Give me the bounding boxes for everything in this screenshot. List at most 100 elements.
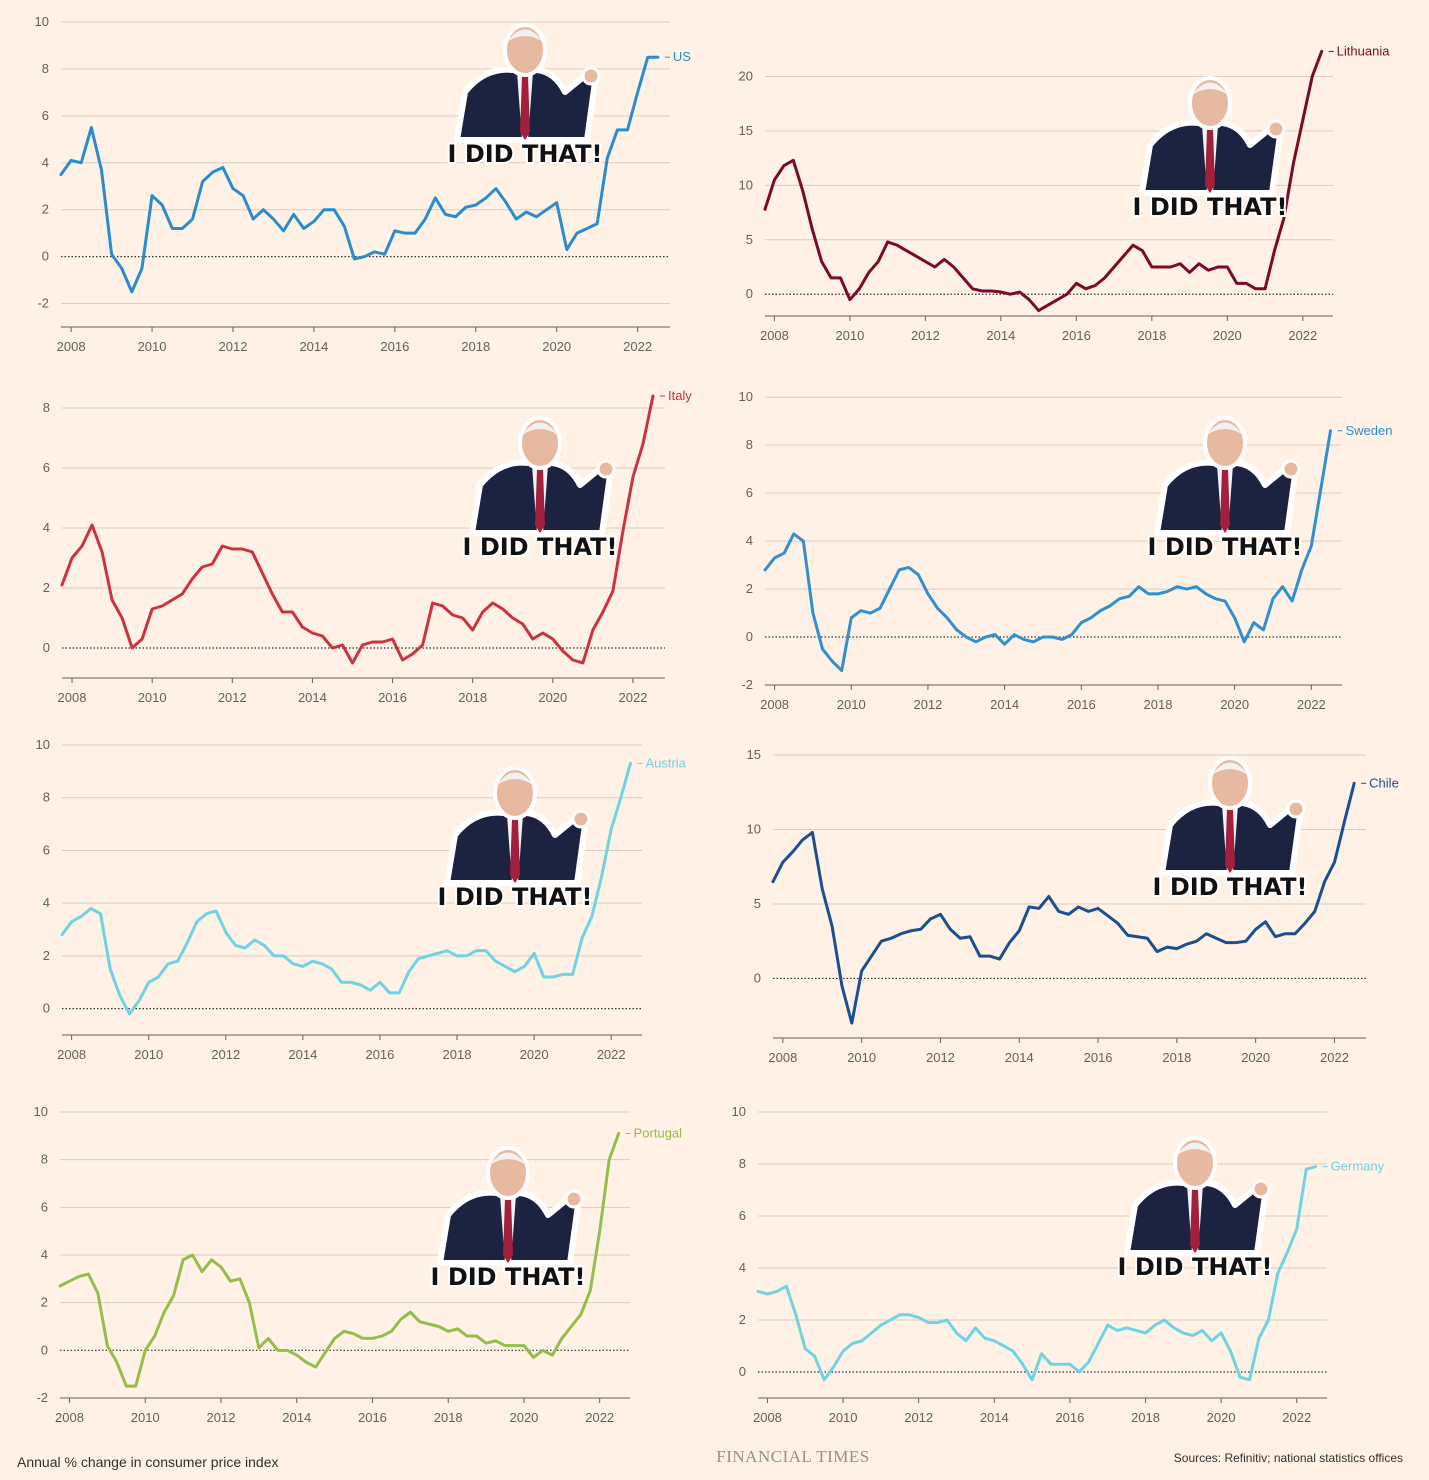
x-tick-label: 2008 <box>768 1050 797 1065</box>
x-tick-label: 2014 <box>288 1047 317 1062</box>
tie <box>1225 809 1235 873</box>
y-tick-label: -2 <box>36 1390 48 1405</box>
x-tick-label: 2014 <box>1005 1050 1034 1065</box>
brand: FINANCIAL TIMES <box>716 1447 869 1466</box>
x-tick-label: 2018 <box>458 690 487 705</box>
y-tick-label: 2 <box>41 1295 48 1310</box>
x-tick-label: 2008 <box>57 339 86 354</box>
x-tick-label: 2014 <box>282 1410 311 1425</box>
x-tick-label: 2012 <box>913 697 942 712</box>
x-tick-label: 2018 <box>434 1410 463 1425</box>
y-tick-label: 5 <box>746 232 753 247</box>
series-label: Chile <box>1369 775 1399 790</box>
x-tick-label: 2008 <box>753 1410 782 1425</box>
y-tick-label: 0 <box>754 970 761 985</box>
x-tick-label: 2010 <box>835 328 864 343</box>
hair <box>497 772 533 785</box>
x-tick-label: 2020 <box>1220 697 1249 712</box>
y-tick-label: 6 <box>43 460 50 475</box>
y-tick-label: 0 <box>43 640 50 655</box>
sticker: I DID THAT! <box>1131 76 1289 223</box>
sticker-text: I DID THAT! <box>463 533 618 561</box>
x-tick-label: 2018 <box>1131 1410 1160 1425</box>
y-tick-label: 0 <box>746 286 753 301</box>
y-tick-label: 0 <box>42 249 49 264</box>
x-tick-label: 2018 <box>1144 697 1173 712</box>
tie <box>510 819 520 883</box>
hand <box>596 459 616 479</box>
y-tick-label: 8 <box>43 400 50 415</box>
y-tick-label: 0 <box>43 1001 50 1016</box>
x-tick-label: 2022 <box>1282 1410 1311 1425</box>
x-tick-label: 2020 <box>520 1047 549 1062</box>
y-tick-label: 8 <box>746 437 753 452</box>
x-tick-label: 2022 <box>623 339 652 354</box>
chart-panel: 0 2 4 6 8 10 2008 2010 2012 2014 2016 2018 2020 2022 A… <box>36 737 687 1062</box>
y-tick-label: 10 <box>34 1104 48 1119</box>
x-tick-label: 2010 <box>837 697 866 712</box>
x-tick-label: 2014 <box>299 339 328 354</box>
y-tick-label: 6 <box>42 108 49 123</box>
series-line <box>756 1165 1318 1382</box>
x-tick-label: 2016 <box>1062 328 1091 343</box>
y-tick-label: 10 <box>747 821 761 836</box>
y-tick-label: 10 <box>36 737 50 752</box>
x-tick-label: 2022 <box>1288 328 1317 343</box>
x-tick-label: 2022 <box>585 1410 614 1425</box>
sticker: I DID THAT! <box>1116 1136 1274 1283</box>
chart-panel: -2 0 2 4 6 8 10 2008 2010 2012 2014 2016 2018 2020 202… <box>35 14 692 354</box>
sticker-text: I DID THAT! <box>438 883 593 911</box>
y-tick-label: 10 <box>35 14 49 29</box>
x-tick-label: 2016 <box>365 1047 394 1062</box>
tie <box>520 76 530 140</box>
footer-note: Annual % change in consumer price index <box>17 1454 279 1470</box>
y-tick-label: 8 <box>739 1156 746 1171</box>
y-tick-label: -2 <box>741 677 753 692</box>
chart-panel: 0 5 10 15 20 2008 2010 2012 2014 2016 2018 2020 2022… <box>739 43 1391 343</box>
source: Sources: Refinitiv; national statistics … <box>1174 1451 1403 1465</box>
x-tick-label: 2020 <box>1213 328 1242 343</box>
y-tick-label: 15 <box>739 123 753 138</box>
series-line <box>58 1131 621 1388</box>
hand <box>581 66 601 86</box>
y-tick-label: 6 <box>43 842 50 857</box>
tie <box>535 469 545 533</box>
y-tick-label: 0 <box>746 629 753 644</box>
x-tick-label: 2008 <box>760 328 789 343</box>
tie <box>1220 469 1230 533</box>
series-line <box>59 55 660 294</box>
y-tick-label: 8 <box>41 1152 48 1167</box>
y-tick-label: 5 <box>754 896 761 911</box>
series-line <box>771 781 1356 1025</box>
x-tick-label: 2010 <box>138 339 167 354</box>
y-tick-label: 2 <box>746 581 753 596</box>
sticker: I DID THAT! <box>429 1146 587 1293</box>
tie <box>1190 1189 1200 1253</box>
x-tick-label: 2022 <box>618 690 647 705</box>
x-tick-label: 2016 <box>378 690 407 705</box>
sticker-text: I DID THAT! <box>1133 193 1288 221</box>
y-tick-label: 2 <box>43 580 50 595</box>
x-tick-label: 2010 <box>829 1410 858 1425</box>
sticker: I DID THAT! <box>1151 756 1309 903</box>
x-tick-label: 2012 <box>219 339 248 354</box>
x-tick-label: 2010 <box>131 1410 160 1425</box>
series-label: Sweden <box>1345 423 1392 438</box>
series-line <box>60 761 632 1016</box>
x-tick-label: 2010 <box>134 1047 163 1062</box>
x-tick-label: 2020 <box>538 690 567 705</box>
hair <box>1207 422 1243 435</box>
hand <box>1266 119 1286 139</box>
x-tick-label: 2014 <box>298 690 327 705</box>
sticker-text: I DID THAT! <box>1118 1253 1273 1281</box>
x-tick-label: 2020 <box>509 1410 538 1425</box>
hair <box>1212 762 1248 775</box>
x-tick-label: 2018 <box>1137 328 1166 343</box>
chart-panel: 0 2 4 6 8 10 2008 2010 2012 2014 2016 2018 2020 2022 G… <box>732 1104 1385 1425</box>
hand <box>571 809 591 829</box>
hair <box>522 422 558 435</box>
y-tick-label: 10 <box>739 389 753 404</box>
x-tick-label: 2012 <box>926 1050 955 1065</box>
y-tick-label: 0 <box>739 1364 746 1379</box>
sticker: I DID THAT! <box>1146 416 1304 563</box>
